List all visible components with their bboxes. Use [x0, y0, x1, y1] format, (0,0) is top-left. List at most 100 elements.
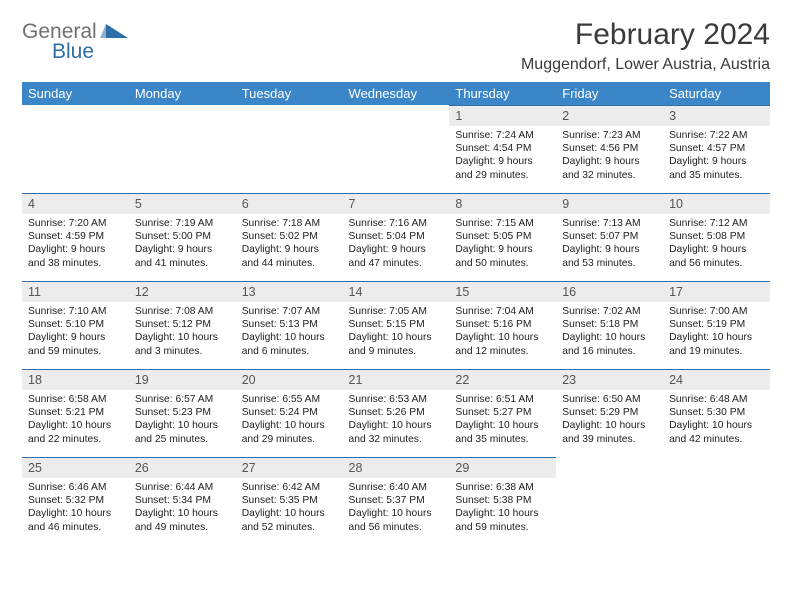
sunset-line: Sunset: 5:07 PM — [562, 231, 638, 242]
sunrise-line: Sunrise: 7:23 AM — [562, 130, 640, 141]
sun-info: Sunrise: 6:48 AMSunset: 5:30 PMDaylight:… — [663, 390, 770, 446]
daylight-line: Daylight: 9 hours and 47 minutes. — [349, 244, 426, 268]
sun-info: Sunrise: 7:07 AMSunset: 5:13 PMDaylight:… — [236, 302, 343, 358]
daylight-line: Daylight: 10 hours and 22 minutes. — [28, 420, 111, 444]
brand-logo: General Blue — [22, 18, 142, 62]
sun-info: Sunrise: 7:05 AMSunset: 5:15 PMDaylight:… — [343, 302, 450, 358]
daylight-line: Daylight: 9 hours and 59 minutes. — [28, 332, 105, 356]
day-cell: 4Sunrise: 7:20 AMSunset: 4:59 PMDaylight… — [22, 193, 129, 281]
sun-info: Sunrise: 7:15 AMSunset: 5:05 PMDaylight:… — [449, 214, 556, 270]
day-cell: . — [663, 457, 770, 545]
day-cell: . — [556, 457, 663, 545]
week-row: 4Sunrise: 7:20 AMSunset: 4:59 PMDaylight… — [22, 193, 770, 281]
location-subtitle: Muggendorf, Lower Austria, Austria — [521, 56, 770, 74]
day-number: 21 — [343, 369, 450, 390]
day-number: 19 — [129, 369, 236, 390]
sunrise-line: Sunrise: 7:04 AM — [455, 306, 533, 317]
sunrise-line: Sunrise: 7:18 AM — [242, 218, 320, 229]
sunrise-line: Sunrise: 7:10 AM — [28, 306, 106, 317]
sunrise-line: Sunrise: 6:38 AM — [455, 482, 533, 493]
day-number: 4 — [22, 193, 129, 214]
day-cell: 11Sunrise: 7:10 AMSunset: 5:10 PMDayligh… — [22, 281, 129, 369]
day-number: 12 — [129, 281, 236, 302]
sunset-line: Sunset: 4:54 PM — [455, 143, 531, 154]
daylight-line: Daylight: 10 hours and 16 minutes. — [562, 332, 645, 356]
day-number: 24 — [663, 369, 770, 390]
day-cell: 19Sunrise: 6:57 AMSunset: 5:23 PMDayligh… — [129, 369, 236, 457]
day-cell: 26Sunrise: 6:44 AMSunset: 5:34 PMDayligh… — [129, 457, 236, 545]
sun-info: Sunrise: 7:20 AMSunset: 4:59 PMDaylight:… — [22, 214, 129, 270]
day-cell: . — [22, 105, 129, 193]
sunrise-line: Sunrise: 6:51 AM — [455, 394, 533, 405]
sunrise-line: Sunrise: 6:50 AM — [562, 394, 640, 405]
weekday-header: Friday — [556, 82, 663, 105]
day-cell: 3Sunrise: 7:22 AMSunset: 4:57 PMDaylight… — [663, 105, 770, 193]
day-cell: . — [236, 105, 343, 193]
day-number: 9 — [556, 193, 663, 214]
sunrise-line: Sunrise: 6:53 AM — [349, 394, 427, 405]
sunrise-line: Sunrise: 6:58 AM — [28, 394, 106, 405]
day-number: 13 — [236, 281, 343, 302]
daylight-line: Daylight: 10 hours and 32 minutes. — [349, 420, 432, 444]
sun-info: Sunrise: 7:22 AMSunset: 4:57 PMDaylight:… — [663, 126, 770, 182]
sunrise-line: Sunrise: 7:12 AM — [669, 218, 747, 229]
sunrise-line: Sunrise: 6:46 AM — [28, 482, 106, 493]
daylight-line: Daylight: 10 hours and 52 minutes. — [242, 508, 325, 532]
sunrise-line: Sunrise: 7:22 AM — [669, 130, 747, 141]
sun-info: Sunrise: 7:04 AM Sunset: 5:16 PM Daylight:… — [449, 302, 556, 358]
day-cell: 2Sunrise: 7:23 AMSunset: 4:56 PMDaylight… — [556, 105, 663, 193]
sunset-line: Sunset: 5:24 PM — [242, 407, 318, 418]
day-number: 17 — [663, 281, 770, 302]
daylight-line: Daylight: 9 hours and 44 minutes. — [242, 244, 319, 268]
day-cell: 1Sunrise: 7:24 AMSunset: 4:54 PMDaylight… — [449, 105, 556, 193]
sunset-line: Sunset: 5:32 PM — [28, 495, 104, 506]
sunset-line: Sunset: 5:19 PM — [669, 319, 745, 330]
sun-info: Sunrise: 7:12 AM Sunset: 5:08 PM Daylight:… — [663, 214, 770, 270]
day-number: 25 — [22, 457, 129, 478]
day-number: 7 — [343, 193, 450, 214]
weekday-header-row: Sunday Monday Tuesday Wednesday Thursday… — [22, 82, 770, 105]
day-cell: 21 Sunrise: 6:53 AM Sunset: 5:26 PM Dayligh… — [343, 369, 450, 457]
daylight-line: Daylight: 10 hours and 12 minutes. — [455, 332, 538, 356]
sun-info: Sunrise: 7:10 AMSunset: 5:10 PMDaylight:… — [22, 302, 129, 358]
sunset-line: Sunset: 4:57 PM — [669, 143, 745, 154]
logo-triangle-icon — [106, 24, 128, 38]
sunset-line: Sunset: 5:29 PM — [562, 407, 638, 418]
week-row: . . . . 1Sunrise: 7:24 AMSunset: 4:54 PM… — [22, 105, 770, 193]
sunrise-line: Sunrise: 7:13 AM — [562, 218, 640, 229]
daylight-line: Daylight: 9 hours and 50 minutes. — [455, 244, 532, 268]
day-number: 14 — [343, 281, 450, 302]
day-cell: . — [343, 105, 450, 193]
weekday-header: Saturday — [663, 82, 770, 105]
sunset-line: Sunset: 5:05 PM — [455, 231, 531, 242]
daylight-line: Daylight: 10 hours and 3 minutes. — [135, 332, 218, 356]
calendar-body: . . . . 1Sunrise: 7:24 AMSunset: 4:54 PM… — [22, 105, 770, 545]
sun-info: Sunrise: 7:08 AMSunset: 5:12 PMDaylight:… — [129, 302, 236, 358]
daylight-line: Daylight: 9 hours and 56 minutes. — [669, 244, 746, 268]
sunrise-line: Sunrise: 7:16 AM — [349, 218, 427, 229]
sunset-line: Sunset: 5:26 PM — [349, 407, 425, 418]
sun-info: Sunrise: 7:23 AMSunset: 4:56 PMDaylight:… — [556, 126, 663, 182]
sunset-line: Sunset: 5:04 PM — [349, 231, 425, 242]
day-number: 11 — [22, 281, 129, 302]
sunrise-line: Sunrise: 7:07 AM — [242, 306, 320, 317]
sun-info: Sunrise: 6:38 AMSunset: 5:38 PMDaylight:… — [449, 478, 556, 534]
daylight-line: Daylight: 10 hours and 56 minutes. — [349, 508, 432, 532]
sunset-line: Sunset: 5:08 PM — [669, 231, 745, 242]
sunset-line: Sunset: 5:18 PM — [562, 319, 638, 330]
month-title: February 2024 — [521, 18, 770, 52]
sun-info: Sunrise: 6:44 AMSunset: 5:34 PMDaylight:… — [129, 478, 236, 534]
sunrise-line: Sunrise: 7:02 AM — [562, 306, 640, 317]
daylight-line: Daylight: 10 hours and 25 minutes. — [135, 420, 218, 444]
sun-info: Sunrise: 7:19 AMSunset: 5:00 PMDaylight:… — [129, 214, 236, 270]
weekday-header: Wednesday — [343, 82, 450, 105]
sunset-line: Sunset: 5:23 PM — [135, 407, 211, 418]
sunset-line: Sunset: 5:38 PM — [455, 495, 531, 506]
sun-info: Sunrise: 6:50 AMSunset: 5:29 PMDaylight:… — [556, 390, 663, 446]
sunset-line: Sunset: 5:16 PM — [455, 319, 531, 330]
daylight-line: Daylight: 10 hours and 29 minutes. — [242, 420, 325, 444]
day-number: 23 — [556, 369, 663, 390]
weekday-header: Tuesday — [236, 82, 343, 105]
day-number: 5 — [129, 193, 236, 214]
day-number: 20 — [236, 369, 343, 390]
